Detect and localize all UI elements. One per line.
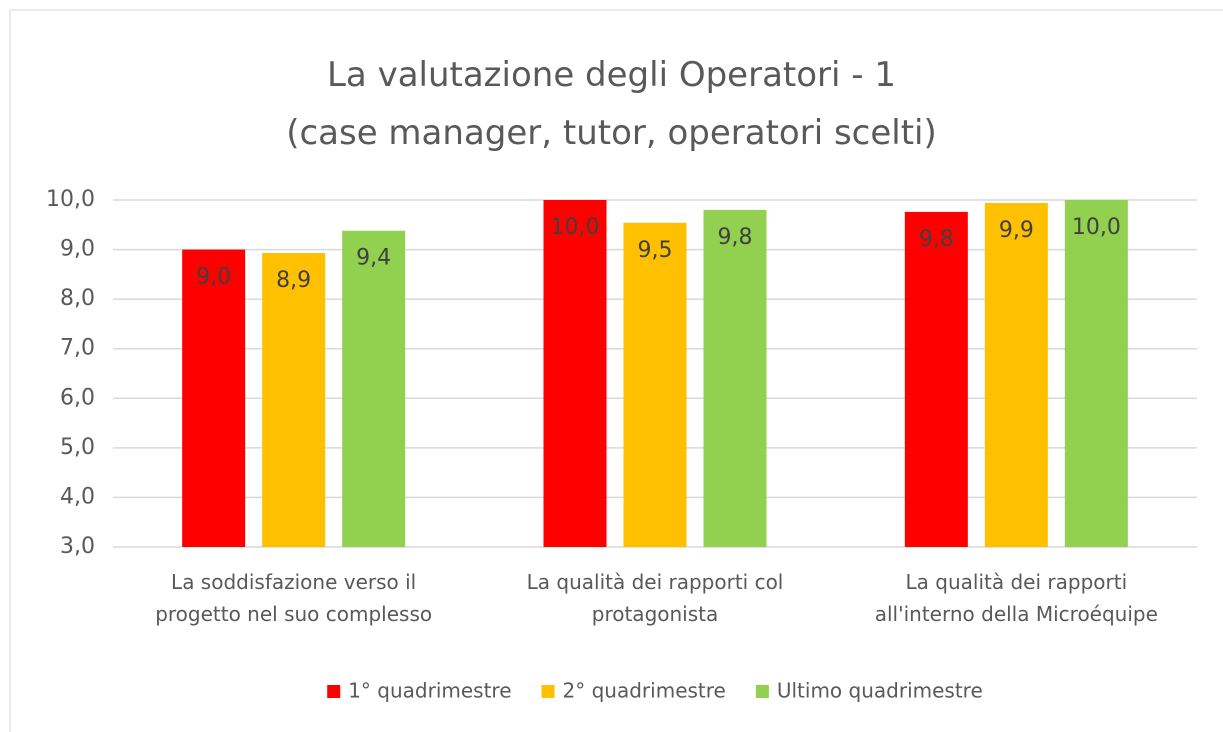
y-tick-label: 10,0 — [46, 187, 95, 212]
bar — [1064, 200, 1128, 547]
value-label: 9,5 — [638, 238, 673, 263]
bar — [623, 222, 687, 547]
y-tick-label: 4,0 — [60, 484, 95, 509]
legend-swatch — [755, 685, 769, 698]
bar — [342, 230, 406, 547]
y-tick-label: 6,0 — [60, 385, 95, 410]
value-label: 9,8 — [718, 225, 753, 250]
y-tick-label: 9,0 — [60, 237, 95, 262]
x-tick-label: La qualità dei rapporti all'interno dell… — [874, 570, 1158, 626]
y-tick-label: 7,0 — [60, 336, 95, 361]
value-label: 10,0 — [1072, 215, 1121, 240]
bar — [984, 202, 1048, 547]
value-label: 9,4 — [356, 246, 391, 271]
legend-label: 1° quadrimestre — [348, 679, 511, 703]
value-label: 9,0 — [196, 265, 231, 290]
legend-swatch — [327, 685, 341, 698]
legend-label: 2° quadrimestre — [563, 679, 726, 703]
value-label: 9,8 — [919, 227, 954, 252]
y-tick-label: 5,0 — [60, 435, 95, 460]
x-tick-label: La qualità dei rapporti col protagonista — [526, 570, 784, 626]
bar — [182, 249, 246, 548]
value-label: 8,9 — [276, 268, 311, 293]
value-label: 9,9 — [999, 218, 1034, 243]
y-tick-label: 8,0 — [60, 286, 95, 311]
bar — [904, 211, 968, 547]
value-label: 10,0 — [551, 215, 600, 240]
bar — [703, 209, 767, 547]
x-tick-label: La soddisfazione verso il progetto nel s… — [155, 570, 433, 626]
chart-title: La valutazione degli Operatori - 1 (case… — [286, 55, 937, 153]
y-tick-label: 3,0 — [60, 534, 95, 559]
legend-label: Ultimo quadrimestre — [777, 679, 983, 703]
bar — [262, 253, 326, 547]
legend-swatch — [541, 685, 555, 698]
bar — [543, 200, 607, 547]
